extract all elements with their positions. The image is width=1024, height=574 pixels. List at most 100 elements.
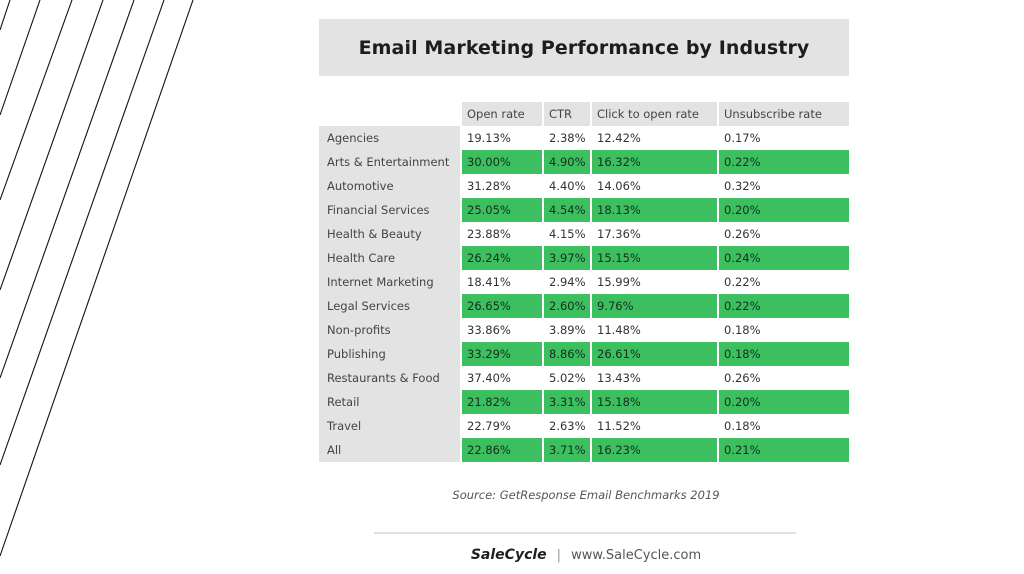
unsubscribe-cell: 0.20% (719, 198, 849, 222)
click-to-open-cell: 16.32% (592, 150, 719, 174)
ctr-cell: 3.31% (544, 390, 592, 414)
table-row: Restaurants & Food 37.40% 5.02% 13.43% 0… (319, 366, 849, 390)
industry-label: Automotive (319, 174, 462, 198)
open-rate-cell: 22.79% (462, 414, 544, 438)
click-to-open-cell: 16.23% (592, 438, 719, 462)
table-row: Financial Services 25.05% 4.54% 18.13% 0… (319, 198, 849, 222)
click-to-open-cell: 11.52% (592, 414, 719, 438)
unsubscribe-cell: 0.18% (719, 318, 849, 342)
page-title: Email Marketing Performance by Industry (358, 36, 810, 59)
open-rate-cell: 26.65% (462, 294, 544, 318)
open-rate-cell: 23.88% (462, 222, 544, 246)
industry-label: Financial Services (319, 198, 462, 222)
ctr-cell: 8.86% (544, 342, 592, 366)
unsubscribe-cell: 0.22% (719, 270, 849, 294)
ctr-cell: 3.71% (544, 438, 592, 462)
footer-divider (374, 532, 796, 534)
industry-label: All (319, 438, 462, 462)
open-rate-cell: 33.86% (462, 318, 544, 342)
header-blank-cell (319, 102, 462, 126)
ctr-cell: 5.02% (544, 366, 592, 390)
open-rate-cell: 31.28% (462, 174, 544, 198)
industry-label: Legal Services (319, 294, 462, 318)
industry-label: Agencies (319, 126, 462, 150)
industry-label: Health & Beauty (319, 222, 462, 246)
open-rate-cell: 18.41% (462, 270, 544, 294)
table-row: Publishing 33.29% 8.86% 26.61% 0.18% (319, 342, 849, 366)
click-to-open-cell: 15.15% (592, 246, 719, 270)
ctr-cell: 2.60% (544, 294, 592, 318)
header-ctr: CTR (544, 102, 592, 126)
industry-label: Internet Marketing (319, 270, 462, 294)
open-rate-cell: 21.82% (462, 390, 544, 414)
click-to-open-cell: 26.61% (592, 342, 719, 366)
ctr-cell: 4.54% (544, 198, 592, 222)
open-rate-cell: 33.29% (462, 342, 544, 366)
header-open-rate: Open rate (462, 102, 544, 126)
unsubscribe-cell: 0.17% (719, 126, 849, 150)
open-rate-cell: 19.13% (462, 126, 544, 150)
unsubscribe-cell: 0.20% (719, 390, 849, 414)
source-caption: Source: GetResponse Email Benchmarks 201… (452, 488, 720, 502)
industry-label: Publishing (319, 342, 462, 366)
ctr-cell: 4.90% (544, 150, 592, 174)
click-to-open-cell: 14.06% (592, 174, 719, 198)
click-to-open-cell: 11.48% (592, 318, 719, 342)
footer-separator: | (556, 547, 562, 563)
unsubscribe-cell: 0.21% (719, 438, 849, 462)
ctr-cell: 2.38% (544, 126, 592, 150)
click-to-open-cell: 15.99% (592, 270, 719, 294)
table-row-all: All 22.86% 3.71% 16.23% 0.21% (319, 438, 849, 462)
infographic-card: Email Marketing Performance by Industry … (298, 0, 874, 574)
click-to-open-cell: 15.18% (592, 390, 719, 414)
unsubscribe-cell: 0.32% (719, 174, 849, 198)
unsubscribe-cell: 0.22% (719, 294, 849, 318)
table-row: Arts & Entertainment 30.00% 4.90% 16.32%… (319, 150, 849, 174)
footer: SaleCycle | www.SaleCycle.com (298, 545, 874, 565)
footer-website-link[interactable]: www.SaleCycle.com (571, 547, 702, 563)
industry-label: Arts & Entertainment (319, 150, 462, 174)
open-rate-cell: 30.00% (462, 150, 544, 174)
table-header-row: Open rate CTR Click to open rate Unsubsc… (319, 102, 849, 126)
unsubscribe-cell: 0.26% (719, 222, 849, 246)
click-to-open-cell: 17.36% (592, 222, 719, 246)
ctr-cell: 2.63% (544, 414, 592, 438)
click-to-open-cell: 13.43% (592, 366, 719, 390)
ctr-cell: 3.89% (544, 318, 592, 342)
table-row: Retail 21.82% 3.31% 15.18% 0.20% (319, 390, 849, 414)
unsubscribe-cell: 0.18% (719, 414, 849, 438)
unsubscribe-cell: 0.26% (719, 366, 849, 390)
unsubscribe-cell: 0.22% (719, 150, 849, 174)
industry-performance-table: Open rate CTR Click to open rate Unsubsc… (319, 102, 849, 462)
click-to-open-cell: 9.76% (592, 294, 719, 318)
ctr-cell: 4.40% (544, 174, 592, 198)
unsubscribe-cell: 0.24% (719, 246, 849, 270)
table-row: Agencies 19.13% 2.38% 12.42% 0.17% (319, 126, 849, 150)
title-bar: Email Marketing Performance by Industry (319, 19, 849, 76)
ctr-cell: 3.97% (544, 246, 592, 270)
table-row: Non-profits 33.86% 3.89% 11.48% 0.18% (319, 318, 849, 342)
industry-label: Health Care (319, 246, 462, 270)
table-row: Health Care 26.24% 3.97% 15.15% 0.24% (319, 246, 849, 270)
open-rate-cell: 37.40% (462, 366, 544, 390)
table-row: Internet Marketing 18.41% 2.94% 15.99% 0… (319, 270, 849, 294)
table-row: Travel 22.79% 2.63% 11.52% 0.18% (319, 414, 849, 438)
click-to-open-cell: 18.13% (592, 198, 719, 222)
table-row: Health & Beauty 23.88% 4.15% 17.36% 0.26… (319, 222, 849, 246)
industry-label: Retail (319, 390, 462, 414)
open-rate-cell: 25.05% (462, 198, 544, 222)
header-click-to-open-rate: Click to open rate (592, 102, 719, 126)
industry-label: Restaurants & Food (319, 366, 462, 390)
industry-label: Travel (319, 414, 462, 438)
ctr-cell: 2.94% (544, 270, 592, 294)
decorative-diagonal-lines (0, 0, 194, 557)
click-to-open-cell: 12.42% (592, 126, 719, 150)
header-unsubscribe-rate: Unsubscribe rate (719, 102, 849, 126)
salecycle-logo: SaleCycle (470, 547, 547, 563)
open-rate-cell: 26.24% (462, 246, 544, 270)
open-rate-cell: 22.86% (462, 438, 544, 462)
table-row: Automotive 31.28% 4.40% 14.06% 0.32% (319, 174, 849, 198)
unsubscribe-cell: 0.18% (719, 342, 849, 366)
ctr-cell: 4.15% (544, 222, 592, 246)
table-row: Legal Services 26.65% 2.60% 9.76% 0.22% (319, 294, 849, 318)
